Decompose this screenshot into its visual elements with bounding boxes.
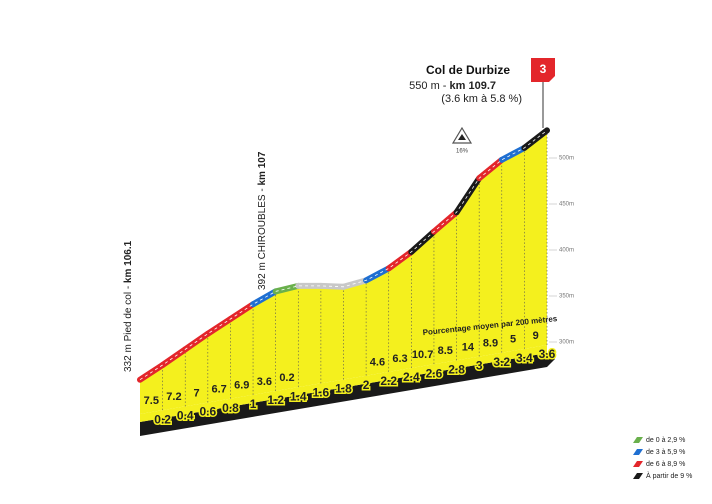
mid-label-text: 392 m CHIROUBLES - bbox=[257, 186, 268, 290]
start-km: km 106.1 bbox=[123, 240, 134, 283]
start-label-text: 332 m Pied de col - bbox=[123, 283, 134, 372]
x-tick-label: 2.4 bbox=[403, 370, 420, 384]
gradient-label: 8.9 bbox=[483, 337, 498, 349]
x-tick-label: 1 bbox=[250, 397, 257, 411]
legend-swatch bbox=[633, 437, 643, 443]
legend-label: de 0 à 2,9 % bbox=[646, 437, 685, 444]
summit-altitude: 550 m - km 109.7 bbox=[409, 80, 496, 92]
summit-altitude-text: 550 m - bbox=[409, 80, 449, 92]
x-tick-label: 3 bbox=[476, 359, 483, 373]
x-tick-label: 2.8 bbox=[448, 363, 465, 377]
base-band bbox=[140, 345, 547, 422]
mid-km: km 107 bbox=[257, 151, 268, 185]
y-tick-label: 400m bbox=[559, 248, 574, 254]
x-tick-label: 3.2 bbox=[493, 355, 510, 369]
gradient-label: 14 bbox=[462, 341, 475, 353]
x-tick-label: 1.2 bbox=[267, 393, 284, 407]
gradient-label: 5 bbox=[510, 334, 516, 346]
x-tick-label: 1.8 bbox=[335, 382, 352, 396]
category-flag bbox=[531, 58, 555, 82]
chart-title: Col de Durbize bbox=[426, 63, 510, 77]
climb-summary: (3.6 km à 5.8 %) bbox=[441, 93, 522, 105]
y-tick-label: 300m bbox=[559, 340, 574, 346]
warning-label: 16% bbox=[456, 149, 469, 155]
profile-area bbox=[140, 130, 547, 414]
x-tick-label: 1.6 bbox=[313, 386, 330, 400]
gradient-label: 7.5 bbox=[144, 395, 159, 407]
x-tick-label: 1.4 bbox=[290, 389, 307, 403]
x-tick-label: 2.6 bbox=[426, 366, 443, 380]
road-marking bbox=[139, 130, 548, 381]
x-tick-label: 3.6 bbox=[539, 347, 556, 361]
warning-icon bbox=[458, 134, 466, 140]
gradient-label: 0.2 bbox=[279, 372, 294, 384]
gradient-label: 4.6 bbox=[370, 357, 385, 369]
gradient-label: 7 bbox=[193, 387, 199, 399]
y-tick-label: 450m bbox=[559, 202, 574, 208]
x-tick-label: 2.2 bbox=[380, 374, 397, 388]
legend-swatch bbox=[633, 449, 643, 455]
legend-swatch bbox=[633, 461, 643, 467]
category: 3 bbox=[540, 62, 547, 76]
legend: de 0 à 2,9 % de 3 à 5,9 % de 6 à 8,9 % À pa… bbox=[633, 437, 692, 480]
legend-swatch bbox=[633, 473, 643, 479]
plot: 7.5 7.2 7 6.7 6.9 3.6 0.2 4.6 6.3 10.7 8.5 14 8.9 5 9 0… bbox=[137, 127, 574, 436]
y-tick-label: 350m bbox=[559, 294, 574, 300]
gradient-label: 8.5 bbox=[438, 345, 453, 357]
gradient-label: 3.6 bbox=[257, 376, 272, 388]
gradient-label: 6.3 bbox=[392, 353, 407, 365]
summit-km: km 109.7 bbox=[450, 80, 496, 92]
legend-label: de 6 à 8,9 % bbox=[646, 461, 685, 468]
gradient-label: 6.9 bbox=[234, 380, 249, 392]
x-tick-label: 3.4 bbox=[516, 351, 533, 365]
gradient-label: 7.2 bbox=[166, 391, 181, 403]
x-tick-label: 0.8 bbox=[222, 401, 239, 415]
start-label: 332 m Pied de col - km 106.1 bbox=[123, 240, 134, 372]
gradient-label: 6.7 bbox=[211, 383, 226, 395]
legend-label: de 3 à 5,9 % bbox=[646, 449, 685, 456]
x-tick-label: 2 bbox=[363, 378, 370, 392]
gradient-label: 10.7 bbox=[412, 349, 433, 361]
x-tick-label: 0.4 bbox=[177, 409, 194, 423]
legend-label: À partir de 9 % bbox=[646, 471, 692, 480]
mid-label: 392 m CHIROUBLES - km 107 bbox=[257, 151, 268, 290]
gradient-label: 9 bbox=[533, 330, 539, 342]
x-tick-label: 0.2 bbox=[154, 412, 171, 426]
base-strip bbox=[140, 353, 555, 436]
x-tick-label: 0.6 bbox=[199, 405, 216, 419]
y-tick-label: 500m bbox=[559, 156, 574, 162]
